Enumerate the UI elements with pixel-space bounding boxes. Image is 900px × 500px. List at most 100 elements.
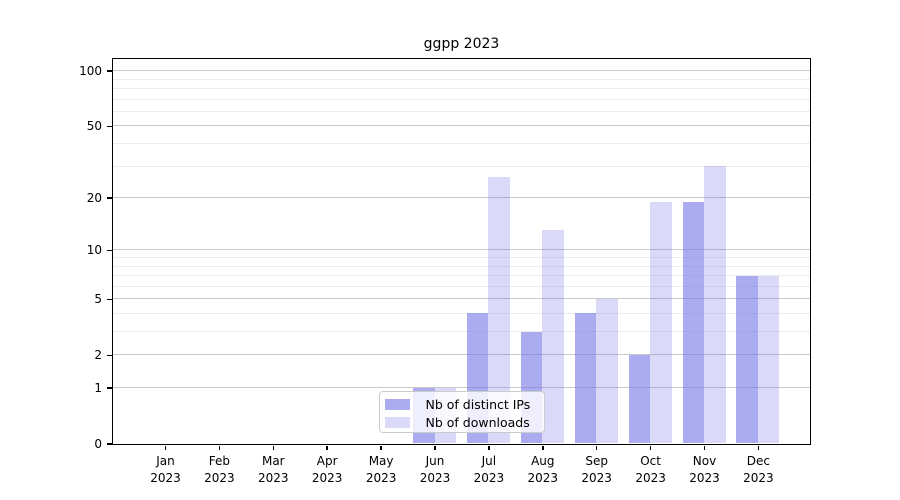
y-tick-mark-2 — [106, 354, 112, 356]
x-tick-label-jul: Jul 2023 — [462, 453, 516, 486]
x-tick-mark-nov — [703, 445, 706, 450]
x-tick-mark-mar — [272, 445, 275, 450]
chart-title: ggpp 2023 — [423, 36, 500, 52]
y-tick-label-10: 10 — [86, 243, 102, 258]
y-tick-label-2: 2 — [94, 348, 102, 363]
y-tick-mark-10 — [106, 249, 112, 252]
y-tick-label-50: 50 — [86, 119, 102, 134]
gridline-100 — [112, 70, 810, 72]
x-tick-month: May — [368, 454, 394, 468]
y-tick-mark-0 — [106, 443, 112, 445]
gridline-20 — [112, 197, 810, 199]
y-tick-mark-50 — [106, 125, 112, 128]
y-tick-label-20: 20 — [86, 191, 102, 206]
x-tick-label-dec: Dec 2023 — [731, 453, 785, 486]
gridline-50 — [112, 125, 810, 127]
gridline-minor-6 — [112, 285, 810, 287]
x-tick-year: 2023 — [150, 470, 181, 485]
y-tick-mark-20 — [106, 197, 112, 199]
x-tick-month: Apr — [316, 454, 338, 468]
x-tick-year: 2023 — [635, 470, 666, 485]
x-tick-mark-jun — [434, 445, 436, 450]
bar-downloads-oct — [650, 201, 672, 444]
y-tick-mark-1 — [106, 387, 112, 389]
gridline-minor-7 — [112, 275, 810, 277]
y-tick-mark-100 — [106, 70, 112, 72]
bar-distinct-ips-sep — [574, 313, 597, 444]
gridline-minor-70 — [112, 98, 810, 100]
x-tick-year: 2023 — [419, 470, 451, 485]
bar-downloads-sep — [596, 298, 618, 444]
x-tick-mark-may — [380, 445, 382, 450]
x-tick-mark-sep — [595, 445, 598, 450]
x-tick-mark-apr — [326, 445, 328, 450]
gridlines-layer — [112, 59, 810, 444]
gridline-10 — [112, 249, 810, 251]
x-tick-month: Nov — [692, 454, 717, 468]
legend-entry-downloads: Nb of downloads — [384, 414, 538, 431]
gridline-minor-90 — [112, 78, 810, 80]
gridline-minor-8 — [112, 265, 810, 267]
x-tick-month: Jul — [481, 454, 497, 468]
x-tick-label-oct: Oct 2023 — [624, 453, 678, 486]
gridline-minor-9 — [112, 257, 810, 258]
x-tick-year: 2023 — [204, 470, 235, 485]
y-tick-label-0: 0 — [94, 437, 102, 451]
x-tick-month: Feb — [208, 454, 231, 468]
y-tick-label-5: 5 — [94, 292, 102, 307]
bar-downloads-jul — [488, 177, 510, 444]
x-tick-label-may: May 2023 — [354, 453, 408, 486]
x-tick-year: 2023 — [258, 470, 289, 485]
x-tick-month: Aug — [531, 454, 555, 468]
legend-label-downloads: Nb of downloads — [425, 414, 530, 430]
gridline-minor-60 — [112, 110, 810, 112]
x-tick-mark-aug — [542, 445, 544, 450]
x-tick-month: Mar — [261, 454, 285, 468]
legend-label-distinct-ips: Nb of distinct IPs — [425, 396, 531, 412]
x-tick-label-mar: Mar 2023 — [246, 453, 300, 486]
legend: Nb of distinct IPs Nb of downloads — [378, 390, 545, 433]
x-tick-label-jan: Jan 2023 — [139, 453, 193, 486]
x-tick-month: Jun — [425, 454, 445, 468]
bar-downloads-nov — [704, 166, 726, 444]
gridline-minor-80 — [112, 88, 810, 90]
x-tick-year: 2023 — [311, 470, 343, 485]
x-tick-year: 2023 — [581, 470, 612, 485]
x-tick-month: Oct — [640, 454, 661, 468]
x-tick-month: Sep — [585, 454, 608, 468]
x-tick-year: 2023 — [473, 470, 505, 485]
bar-distinct-ips-oct — [628, 354, 651, 444]
legend-swatch-downloads-icon — [384, 416, 410, 428]
x-tick-year: 2023 — [527, 470, 559, 485]
x-tick-mark-dec — [757, 445, 760, 450]
legend-entry-distinct-ips: Nb of distinct IPs — [384, 396, 538, 413]
y-tick-mark-5 — [106, 298, 112, 300]
x-tick-mark-feb — [218, 445, 221, 450]
bar-downloads-aug — [542, 230, 564, 444]
gridline-1 — [112, 387, 810, 388]
legend-swatch-distinct-ips-icon — [384, 398, 410, 410]
x-tick-label-feb: Feb 2023 — [192, 453, 246, 486]
gridline-minor-30 — [112, 165, 810, 167]
x-tick-year: 2023 — [743, 470, 774, 485]
x-tick-label-sep: Sep 2023 — [570, 453, 624, 486]
x-tick-month: Dec — [746, 454, 770, 468]
bar-downloads-dec — [757, 275, 780, 444]
x-tick-mark-jul — [488, 445, 490, 450]
y-tick-label-100: 100 — [79, 64, 102, 79]
x-tick-mark-oct — [649, 445, 652, 450]
x-tick-year: 2023 — [689, 470, 720, 485]
x-tick-mark-jan — [164, 445, 167, 450]
x-tick-label-apr: Apr 2023 — [300, 453, 354, 486]
gridline-5 — [112, 298, 810, 300]
plot-area: Nb of distinct IPs Nb of downloads — [111, 57, 811, 445]
bar-distinct-ips-nov — [682, 201, 704, 444]
x-tick-label-aug: Aug 2023 — [516, 453, 570, 486]
gridline-minor-3 — [112, 331, 810, 333]
gridline-minor-4 — [112, 312, 810, 314]
gridline-2 — [112, 354, 810, 356]
gridline-minor-40 — [112, 143, 810, 145]
